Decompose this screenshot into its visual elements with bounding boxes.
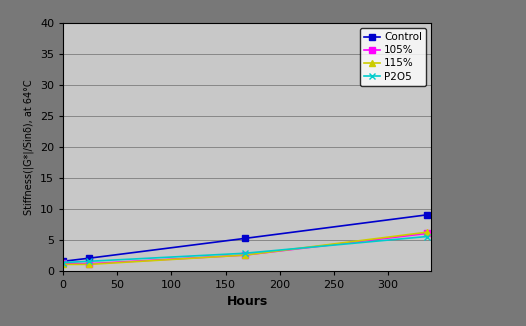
P2O5 — [86, 259, 92, 263]
115% — [242, 253, 248, 257]
Y-axis label: Stiffness(|G*|/Sinδ), at 64°C: Stiffness(|G*|/Sinδ), at 64°C — [24, 79, 34, 215]
115% — [60, 262, 66, 266]
Control — [242, 236, 248, 240]
105% — [424, 231, 430, 235]
Control — [424, 213, 430, 217]
Line: 115%: 115% — [60, 230, 430, 267]
105% — [242, 253, 248, 257]
Legend: Control, 105%, 115%, P2O5: Control, 105%, 115%, P2O5 — [360, 28, 426, 86]
115% — [424, 230, 430, 234]
P2O5 — [242, 251, 248, 255]
Line: 105%: 105% — [60, 230, 430, 267]
P2O5 — [424, 235, 430, 239]
115% — [86, 262, 92, 266]
Control — [86, 256, 92, 260]
Line: Control: Control — [60, 212, 430, 264]
Control — [60, 259, 66, 263]
X-axis label: Hours: Hours — [227, 295, 268, 308]
105% — [86, 262, 92, 266]
105% — [60, 261, 66, 265]
Line: P2O5: P2O5 — [60, 234, 430, 265]
P2O5 — [60, 260, 66, 264]
